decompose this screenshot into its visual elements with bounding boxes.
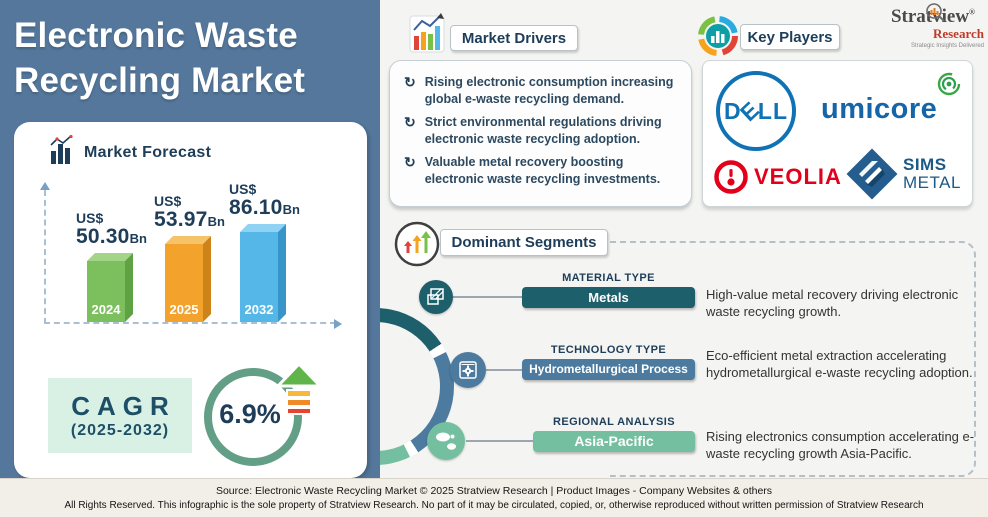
y-axis [40, 182, 50, 324]
footer: Source: Electronic Waste Recycling Marke… [0, 478, 988, 517]
forecast-heading: Market Forecast [84, 143, 212, 161]
segment-value-pill: Asia-Pacific [533, 431, 695, 452]
x-axis [44, 319, 342, 329]
segment-category: MATERIAL TYPE [562, 272, 655, 284]
growth-arrow-icon [274, 361, 324, 423]
bar-chart-icon [48, 134, 76, 170]
recycle-arrow-icon: ↻ [404, 154, 416, 170]
recycle-arrow-icon: ↻ [404, 114, 416, 130]
bar-value-label: US$ 86.10Bn [229, 181, 300, 219]
bar-category-label: 2032 [244, 302, 274, 317]
umicore-swirl-icon [936, 71, 962, 102]
cagr-label: CAGR [71, 391, 176, 421]
segment-value-pill: Metals [522, 287, 695, 308]
segments-dashed-border [610, 241, 976, 477]
key-players-card: D E LL umicore VEOLIA SI [702, 60, 973, 207]
dominant-segments-icon [394, 221, 440, 272]
umicore-logo: umicore [821, 93, 938, 125]
veolia-icon [714, 160, 748, 194]
recycle-arrow-icon: ↻ [404, 74, 416, 90]
dominant-segments-heading: Dominant Segments [440, 229, 608, 256]
market-drivers-heading: Market Drivers [450, 25, 578, 51]
metal-sheets-icon [419, 280, 453, 314]
sims-diamond-icon [846, 148, 898, 200]
cagr-box: CAGR (2025-2032) [48, 378, 192, 453]
cagr-circle [204, 368, 302, 466]
sims-metal-logo: SIMS METAL [845, 147, 961, 201]
segment-description: Rising electronics consumption accelerat… [706, 429, 975, 461]
magnifier-chart-icon [925, 2, 945, 27]
driver-item: ↻ Valuable metal recovery boosting elect… [404, 154, 661, 186]
rights-line: All Rights Reserved. This infographic is… [64, 500, 924, 511]
bar-value-label: US$ 53.97Bn [154, 193, 225, 231]
cagr-period: (2025-2032) [70, 422, 170, 439]
veolia-logo: VEOLIA [713, 159, 842, 195]
segment-description: High-value metal recovery driving electr… [706, 287, 959, 319]
dell-logo: D E LL [716, 71, 796, 151]
driver-item: ↻ Strict environmental regulations drivi… [404, 114, 662, 146]
source-line: Source: Electronic Waste Recycling Marke… [215, 485, 773, 497]
connector-line [486, 369, 522, 371]
key-players-icon [697, 15, 739, 62]
segment-category: TECHNOLOGY TYPE [550, 344, 667, 356]
y-axis-arrow-icon [40, 182, 50, 190]
market-drivers-icon [408, 12, 448, 59]
bar-category-label: 2025 [169, 302, 199, 317]
page-title: Electronic Waste Recycling Market [14, 16, 306, 100]
bar-category-label: 2024 [91, 302, 121, 317]
segment-category: REGIONAL ANALYSIS [553, 416, 675, 428]
segment-description: Eco-efficient metal extraction accelerat… [706, 348, 973, 380]
bar-value-label: US$ 50.30Bn [76, 210, 147, 248]
connector-line [466, 440, 533, 442]
gear-process-icon [450, 352, 486, 388]
cagr-value: 6.9% [219, 399, 281, 429]
connector-line [453, 296, 522, 298]
x-axis-arrow-icon [334, 319, 342, 329]
asia-pacific-map-icon [427, 422, 465, 460]
driver-item: ↻ Rising electronic consumption increasi… [404, 74, 674, 106]
key-players-heading: Key Players [740, 24, 840, 50]
market-drivers-card: ↻ Rising electronic consumption increasi… [389, 60, 692, 207]
stratview-logo: Stratview® Research Strategic Insights D… [882, 3, 984, 49]
segment-value-pill: Hydrometallurgical Process [522, 359, 695, 380]
